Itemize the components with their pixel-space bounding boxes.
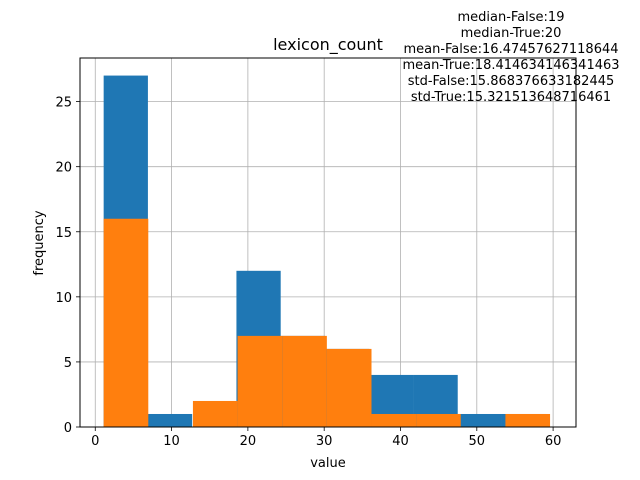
x-axis-ticks: 0 10 20 30 40 50 60 <box>91 427 561 449</box>
histogram-bar-series-1 <box>103 218 149 427</box>
histogram-bar-series-0 <box>457 413 502 427</box>
x-tick-label: 0 <box>91 434 99 449</box>
stat-mean-true: mean-True:18.414634146341463 <box>402 58 619 73</box>
x-tick-label: 10 <box>163 434 180 449</box>
histogram-bar-series-1 <box>416 413 461 427</box>
x-tick-label: 60 <box>545 434 562 449</box>
y-tick-label: 15 <box>55 226 72 241</box>
histogram-bar-series-1 <box>505 413 551 427</box>
x-tick-label: 40 <box>392 434 409 449</box>
histogram-bar-series-1 <box>371 413 417 427</box>
y-axis-ticks: 0 5 10 15 20 25 <box>55 96 80 436</box>
stat-median-true: median-True:20 <box>461 26 562 41</box>
bars <box>103 75 551 428</box>
histogram-bar-series-1 <box>326 348 372 427</box>
y-axis-label: frequency <box>32 210 47 276</box>
y-tick-label: 0 <box>64 421 72 436</box>
plot-frame <box>79 57 577 428</box>
y-tick-label: 25 <box>55 96 72 111</box>
grid <box>80 58 576 428</box>
stat-std-false: std-False:15.868376633182445 <box>408 74 615 89</box>
histogram-bar-series-1 <box>282 335 327 427</box>
histogram-bar-series-1 <box>237 335 283 427</box>
x-axis-label: value <box>310 456 346 471</box>
histogram-bar-series-1 <box>192 400 238 427</box>
x-tick-label: 20 <box>240 434 257 449</box>
chart-title: lexicon_count <box>273 35 383 55</box>
stats-annotation: median-False:19 median-True:20 mean-Fals… <box>402 10 619 105</box>
x-tick-label: 30 <box>316 434 333 449</box>
stat-mean-false: mean-False:16.47457627118644 <box>403 42 618 57</box>
x-tick-label: 50 <box>469 434 486 449</box>
histogram-bar-series-0 <box>147 413 193 427</box>
stat-median-false: median-False:19 <box>458 10 565 25</box>
y-tick-label: 5 <box>64 356 72 371</box>
y-tick-label: 10 <box>55 291 72 306</box>
y-tick-label: 20 <box>55 161 72 176</box>
stat-std-true: std-True:15.321513648716461 <box>411 90 611 105</box>
